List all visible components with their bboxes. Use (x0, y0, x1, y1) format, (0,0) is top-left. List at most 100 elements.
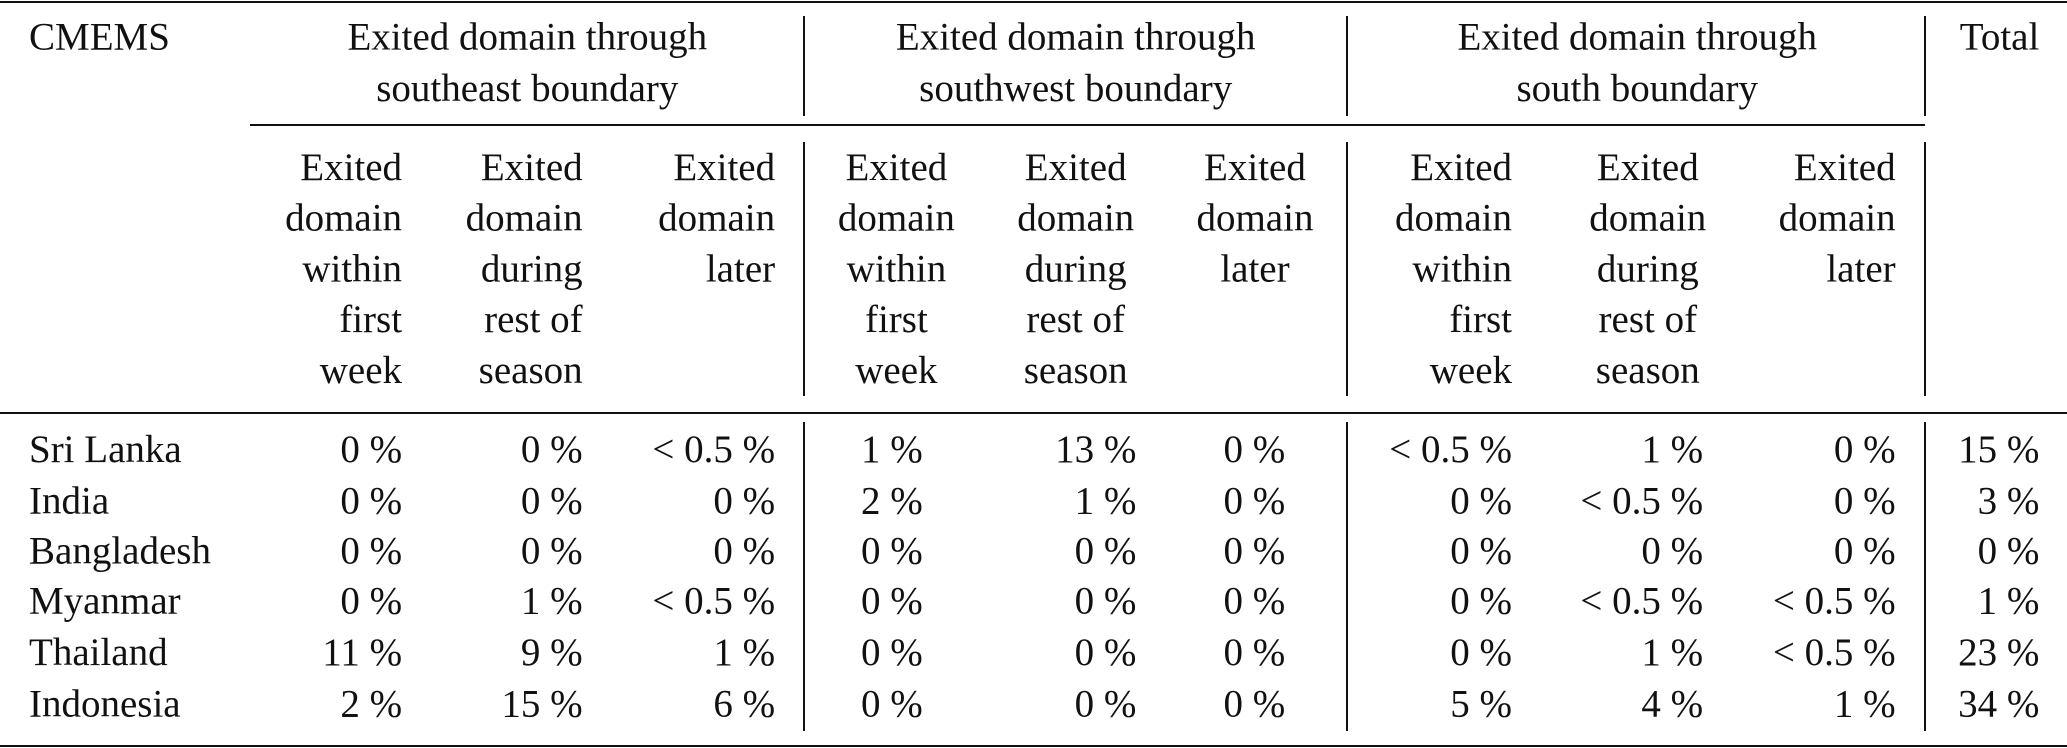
cell: < 0.5 % (1773, 631, 1896, 674)
cell: 0 % (1224, 682, 1286, 725)
cell: 0 % (1075, 631, 1137, 674)
row-label: Sri Lanka (29, 428, 182, 471)
cell: 0 % (521, 479, 583, 522)
sub-header: week (1430, 349, 1513, 392)
cell: 0 % (1450, 580, 1512, 623)
sub-header: Exited (481, 146, 583, 189)
cell: 0 % (1834, 479, 1896, 522)
sub-header: Exited (1025, 146, 1127, 189)
row-label: Indonesia (29, 682, 181, 725)
sub-header: Exited (673, 146, 775, 189)
row-label: Thailand (29, 631, 168, 674)
sub-header: during (481, 247, 583, 290)
sub-header: Exited (1410, 146, 1512, 189)
sub-header: domain (285, 197, 402, 240)
cell: 0 % (1450, 631, 1512, 674)
cell: 0 % (1075, 530, 1137, 573)
sub-header: domain (1196, 197, 1313, 240)
sub-header: later (1220, 247, 1289, 290)
cell: < 0.5 % (1773, 580, 1896, 623)
cell: 1 % (1978, 580, 2040, 623)
sub-header: rest of (1599, 298, 1698, 341)
cell: 0 % (1641, 530, 1703, 573)
cell: 0 % (521, 428, 583, 471)
sub-header: during (1025, 247, 1127, 290)
cell: 0 % (1224, 428, 1286, 471)
sub-header: rest of (1026, 298, 1125, 341)
cell: < 0.5 % (1580, 580, 1703, 623)
cell: 0 % (521, 530, 583, 573)
cell: 15 % (501, 682, 582, 725)
cell: 0 % (713, 530, 775, 573)
cell: 2 % (861, 479, 923, 522)
sub-header: Exited (1204, 146, 1306, 189)
cell: 15 % (1958, 428, 2039, 471)
cell: 6 % (713, 682, 775, 725)
sub-header: Exited (845, 146, 947, 189)
cell: 1 % (521, 580, 583, 623)
sub-header: domain (1017, 197, 1134, 240)
cell: 5 % (1450, 682, 1512, 725)
group-header: southwest boundary (919, 67, 1233, 110)
group-header: Exited domain through (1457, 15, 1817, 58)
sub-header: domain (658, 197, 775, 240)
sub-header: Exited (300, 146, 402, 189)
cell: < 0.5 % (652, 428, 775, 471)
cell: 3 % (1978, 479, 2040, 522)
cell: 0 % (340, 428, 402, 471)
cell: 0 % (861, 530, 923, 573)
group-header: Exited domain through (896, 15, 1256, 58)
sub-header: first (865, 298, 928, 341)
sub-header: domain (1395, 197, 1512, 240)
sub-header: within (302, 247, 402, 290)
total-header: Total (1960, 15, 2040, 58)
cell: 23 % (1958, 631, 2039, 674)
sub-header: within (847, 247, 947, 290)
sub-header: week (855, 349, 938, 392)
cell: 1 % (1075, 479, 1137, 522)
cell: 13 % (1055, 428, 1136, 471)
sub-header: within (1412, 247, 1512, 290)
sub-header: first (339, 298, 402, 341)
column-separators (803, 16, 1926, 731)
sub-header: during (1597, 247, 1699, 290)
group-header: southeast boundary (376, 67, 679, 110)
cell: 0 % (340, 580, 402, 623)
sub-header: first (1449, 298, 1512, 341)
cell: 0 % (1224, 479, 1286, 522)
group-header: south boundary (1516, 67, 1758, 110)
sub-header: Exited (1794, 146, 1896, 189)
row-label: Bangladesh (29, 530, 211, 573)
cell: 0 % (1224, 631, 1286, 674)
cell: 0 % (861, 631, 923, 674)
sub-header: week (320, 349, 403, 392)
sub-header: domain (466, 197, 583, 240)
cell: < 0.5 % (652, 580, 775, 623)
sub-header: later (1826, 247, 1895, 290)
cell: 2 % (340, 682, 402, 725)
sub-header: Exited (1597, 146, 1699, 189)
cell: 0 % (1978, 530, 2040, 573)
cell: 1 % (713, 631, 775, 674)
corner-header: CMEMS (29, 15, 170, 58)
group-header: Exited domain through (347, 15, 707, 58)
cell: 0 % (861, 580, 923, 623)
cell: 1 % (861, 428, 923, 471)
sub-header: domain (838, 197, 955, 240)
cell: 0 % (1450, 530, 1512, 573)
cell: 1 % (1834, 682, 1896, 725)
cell: 0 % (340, 530, 402, 573)
sub-header: domain (1589, 197, 1706, 240)
sub-header: rest of (484, 298, 583, 341)
cell: 0 % (713, 479, 775, 522)
row-label: Myanmar (29, 580, 181, 623)
sub-header: later (706, 247, 775, 290)
cell: 0 % (1075, 580, 1137, 623)
sub-header: season (1024, 349, 1128, 392)
sub-header: season (1596, 349, 1700, 392)
cell: 0 % (1450, 479, 1512, 522)
row-label: India (29, 479, 109, 522)
cell: 1 % (1641, 428, 1703, 471)
cell: 0 % (340, 479, 402, 522)
